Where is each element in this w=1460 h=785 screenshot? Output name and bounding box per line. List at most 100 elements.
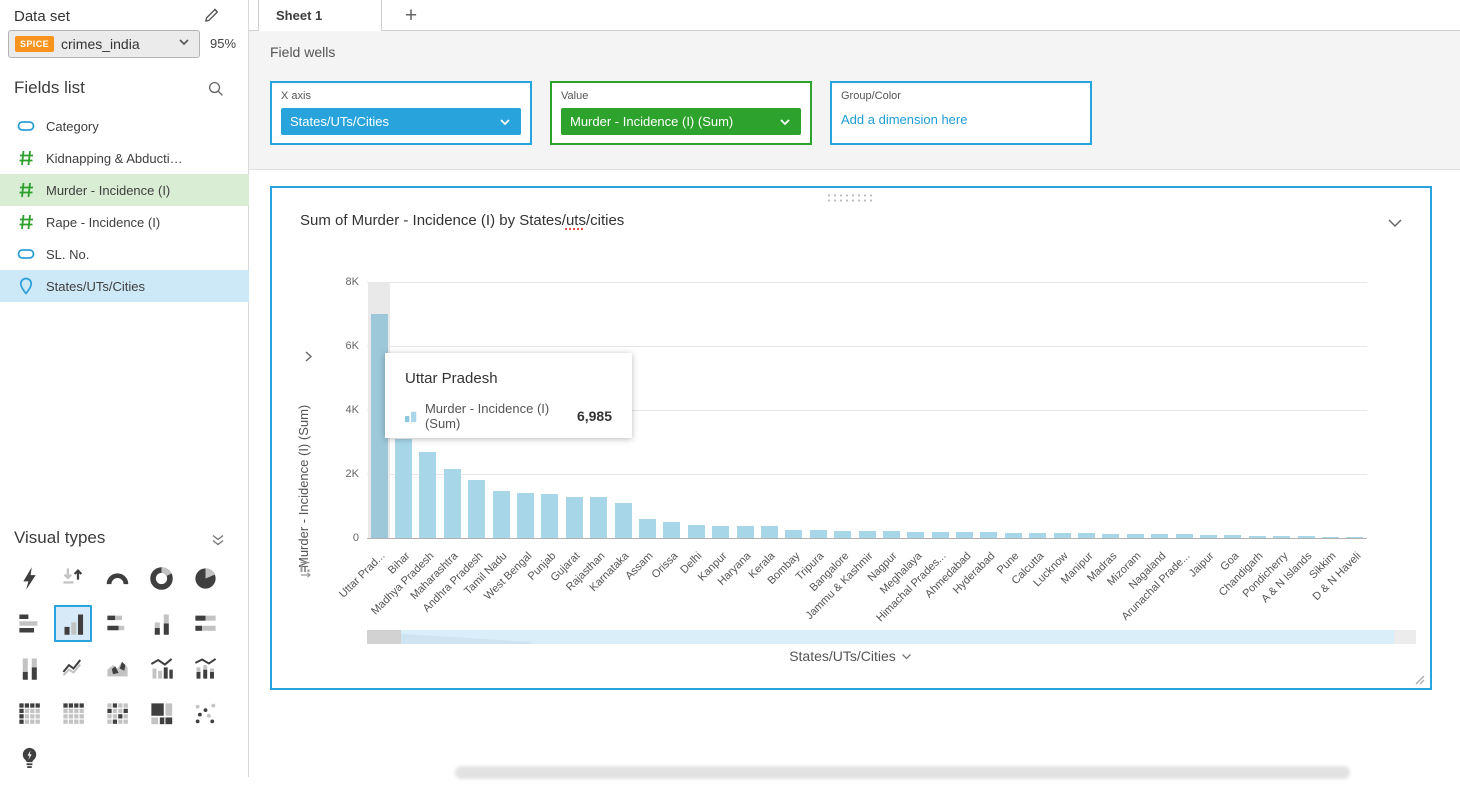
y-axis-title[interactable]: Murder - Incidence (I) (Sum) — [296, 368, 314, 568]
bar-bombay[interactable] — [785, 530, 802, 538]
bar-punjab[interactable] — [541, 494, 558, 538]
x-axis-scrollbar[interactable] — [367, 630, 1416, 644]
field-item-rape-incidence-i[interactable]: Rape - Incidence (I) — [0, 206, 249, 238]
bar-andhra-pradesh[interactable] — [468, 480, 485, 538]
well-x-axis-value: States/UTs/Cities — [290, 114, 498, 129]
bar-tripura[interactable] — [810, 530, 827, 538]
bar-hyderabad[interactable] — [980, 532, 997, 538]
y-axis-expand-chevron-icon[interactable] — [302, 350, 315, 363]
visual-types-grid — [10, 560, 240, 785]
bar-bihar[interactable] — [395, 439, 412, 538]
field-item-murder-incidence-i[interactable]: Murder - Incidence (I) — [0, 174, 249, 206]
bar-west-bengal[interactable] — [517, 493, 534, 538]
visual-type-line-chart-icon[interactable] — [54, 650, 92, 687]
sort-icon[interactable] — [298, 560, 316, 578]
bar-delhi[interactable] — [688, 525, 705, 538]
bar-meghalaya[interactable] — [907, 532, 924, 538]
visual-type-insight-icon[interactable] — [10, 740, 48, 777]
visual-type-auto-graph-icon[interactable] — [10, 560, 48, 597]
scrollbar-end-cap — [1394, 630, 1416, 644]
bar-manipur[interactable] — [1078, 533, 1095, 538]
resize-handle[interactable] — [1413, 672, 1425, 684]
bar-a-n-islands[interactable] — [1298, 536, 1315, 538]
measure-icon — [16, 212, 36, 232]
bar-kanpur[interactable] — [712, 526, 729, 538]
well-value: Value Murder - Incidence (I) (Sum) — [550, 81, 812, 145]
visual-type-heatmap-icon[interactable] — [98, 695, 136, 732]
bar-karnataka[interactable] — [615, 503, 632, 538]
tooltip-title: Uttar Pradesh — [405, 370, 612, 387]
bar-mizoram[interactable] — [1127, 534, 1144, 538]
visual-menu-chevron-icon[interactable] — [1386, 214, 1404, 232]
bar-maharashtra[interactable] — [444, 469, 461, 538]
visual-type-combo-bar-line-icon[interactable] — [142, 650, 180, 687]
bar-gujarat[interactable] — [566, 497, 583, 538]
drag-handle-dots[interactable] — [826, 193, 876, 203]
bar-jammu-kashmir[interactable] — [859, 531, 876, 538]
chevron-down-icon — [177, 35, 191, 54]
visual-type-horizontal-bar-icon[interactable] — [10, 605, 48, 642]
well-x-axis-pill[interactable]: States/UTs/Cities — [281, 108, 521, 135]
bar-madras[interactable] — [1102, 534, 1119, 538]
visual-type-kpi-icon[interactable] — [54, 560, 92, 597]
bar-jaipur[interactable] — [1200, 535, 1217, 538]
visual-type-vertical-bar-icon[interactable] — [54, 605, 92, 642]
visual-type-stacked100-vertical-bar-icon[interactable] — [10, 650, 48, 687]
bar-bangalore[interactable] — [834, 531, 851, 538]
bar-d-n-haveli[interactable] — [1346, 537, 1363, 538]
visual-type-treemap-icon[interactable] — [142, 695, 180, 732]
bar-pondicherry[interactable] — [1273, 536, 1290, 538]
bar-lucknow[interactable] — [1054, 533, 1071, 538]
tab-sheet-1[interactable]: Sheet 1 — [258, 0, 382, 31]
visual-type-gauge-icon[interactable] — [98, 560, 136, 597]
bar-chandigarh[interactable] — [1249, 536, 1266, 538]
visual-type-donut-icon[interactable] — [142, 560, 180, 597]
bar-himachal-prades[interactable] — [932, 532, 949, 538]
edit-pencil-icon[interactable] — [202, 6, 220, 24]
well-value-pill[interactable]: Murder - Incidence (I) (Sum) — [561, 108, 801, 135]
visual-container[interactable]: Sum of Murder - Incidence (I) by States/… — [270, 186, 1432, 690]
visual-type-stacked100-horizontal-bar-icon[interactable] — [186, 605, 224, 642]
visual-type-combo-stacked-icon[interactable] — [186, 650, 224, 687]
dataset-selector[interactable]: SPICE crimes_india — [8, 30, 200, 58]
visual-type-pivot-table-icon[interactable] — [54, 695, 92, 732]
visual-type-scatter-plot-icon[interactable] — [186, 695, 224, 732]
bar-nagpur[interactable] — [883, 531, 900, 538]
visual-type-stacked-horizontal-bar-icon[interactable] — [98, 605, 136, 642]
field-item-kidnapping-abducti[interactable]: Kidnapping & Abducti… — [0, 142, 249, 174]
visual-type-table-icon[interactable] — [10, 695, 48, 732]
bar-nagaland[interactable] — [1151, 534, 1168, 538]
x-axis-title[interactable]: States/UTs/Cities — [272, 648, 1430, 664]
bar-kerala[interactable] — [761, 526, 778, 538]
search-icon[interactable] — [207, 80, 224, 97]
bar-assam[interactable] — [639, 519, 656, 538]
visual-title-prefix: Sum of Murder - Incidence (I) by States/ — [300, 212, 566, 229]
bar-calcutta[interactable] — [1029, 533, 1046, 538]
add-sheet-button[interactable]: + — [397, 2, 425, 30]
field-item-sl-no[interactable]: SL. No. — [0, 238, 249, 270]
bar-goa[interactable] — [1224, 535, 1241, 538]
bar-haryana[interactable] — [737, 526, 754, 538]
visual-type-pie-icon[interactable] — [186, 560, 224, 597]
well-x-axis-label: X axis — [281, 90, 521, 102]
field-wells-label[interactable]: Field wells — [270, 44, 335, 60]
bar-sikkim[interactable] — [1322, 537, 1339, 538]
field-item-states-uts-cities[interactable]: States/UTs/Cities — [0, 270, 249, 302]
bar-tamil-nadu[interactable] — [493, 491, 510, 538]
bar-pune[interactable] — [1005, 533, 1022, 538]
bar-ahmedabad[interactable] — [956, 532, 973, 538]
bar-arunachal-prade[interactable] — [1176, 534, 1193, 538]
horizontal-scrollbar-shadow[interactable] — [455, 766, 1350, 779]
field-item-category[interactable]: Category — [0, 110, 249, 142]
bar-orissa[interactable] — [663, 522, 680, 538]
add-dimension-link[interactable]: Add a dimension here — [841, 112, 967, 127]
visual-type-area-chart-icon[interactable] — [98, 650, 136, 687]
visual-title[interactable]: Sum of Murder - Incidence (I) by States/… — [300, 212, 624, 229]
scrollbar-thumb[interactable] — [367, 630, 401, 644]
x-axis-title-text: States/UTs/Cities — [789, 648, 896, 664]
collapse-double-chevron-icon[interactable] — [210, 532, 226, 548]
bar-rajasthan[interactable] — [590, 497, 607, 538]
fields-list: CategoryKidnapping & Abducti…Murder - In… — [0, 110, 249, 302]
bar-madhya-pradesh[interactable] — [419, 452, 436, 538]
visual-type-stacked-vertical-bar-icon[interactable] — [142, 605, 180, 642]
